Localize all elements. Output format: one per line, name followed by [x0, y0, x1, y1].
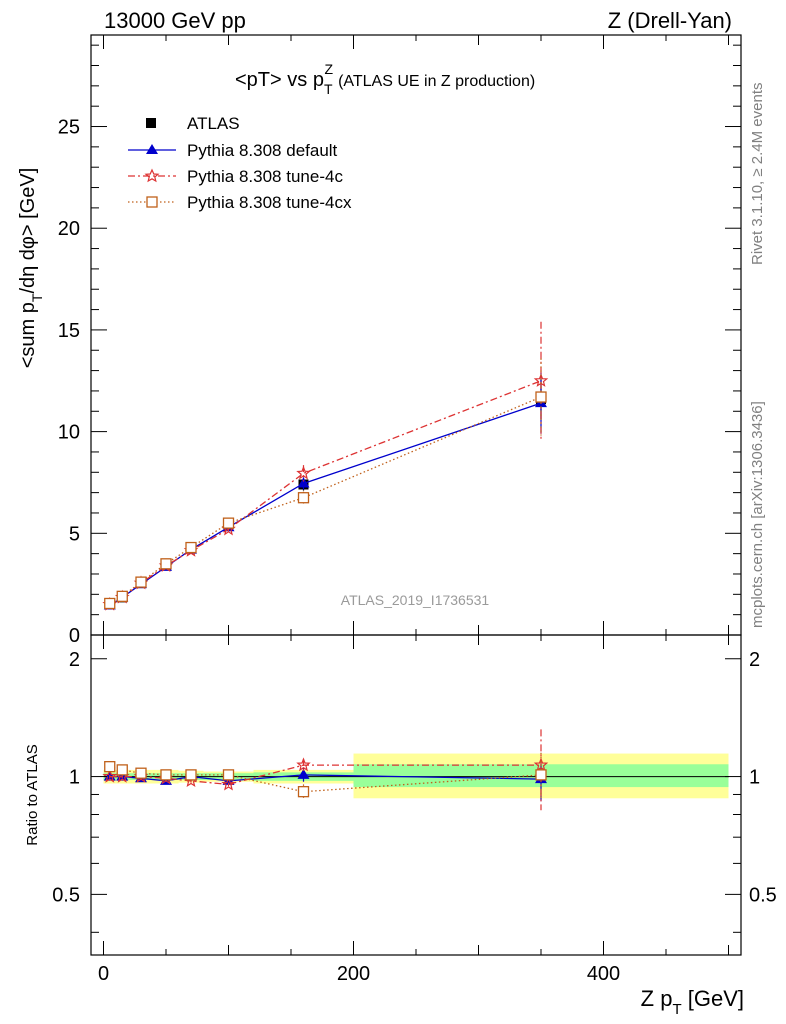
- rivet-label: Rivet 3.1.10, ≥ 2.4M events: [749, 83, 766, 266]
- header-right: Z (Drell-Yan): [608, 8, 732, 33]
- legend-label-tune4c: Pythia 8.308 tune-4c: [187, 167, 343, 186]
- x-tick-label: 400: [587, 963, 620, 985]
- main-y-label-c: /dη dφ> [GeV]: [17, 168, 39, 294]
- ratio-point-tune4cx: [160, 769, 172, 781]
- ratio-y-tick-label-right: 1: [749, 767, 760, 789]
- title-main: <pT> vs p: [235, 69, 324, 91]
- main-y-tick-label: 15: [58, 320, 80, 342]
- legend-marker-atlas: [146, 118, 156, 128]
- main-point-tune4cx: [222, 517, 235, 529]
- ratio-point-tune4cx: [135, 767, 147, 779]
- main-point-tune4cx: [104, 597, 116, 610]
- legend-label-tune4cx: Pythia 8.308 tune-4cx: [187, 193, 352, 212]
- x-axis-label: Z pT [GeV]: [641, 986, 744, 1018]
- ratio-point-tune4cx: [185, 769, 197, 781]
- ratio-y-tick-label-right: 2: [749, 649, 760, 671]
- title-subscript: T: [324, 81, 333, 97]
- x-label-a: Z p: [641, 986, 673, 1011]
- main-y-ticks: 0 5 10 15 20 25: [58, 35, 741, 647]
- ratio-point-tune4cx: [116, 764, 128, 776]
- main-point-tune4cx: [297, 492, 310, 504]
- main-point-tune4c: [296, 465, 311, 480]
- main-y-tick-label: 20: [58, 218, 80, 240]
- main-point-tune4cx: [185, 541, 197, 554]
- main-y-tick-label: 0: [69, 625, 80, 647]
- legend-marker-tune4c: [144, 168, 160, 183]
- ratio-ticks: 0.5 0.5 1 1 2 2 0 200 400: [52, 635, 777, 985]
- header-left: 13000 GeV pp: [104, 8, 246, 33]
- main-y-label-a: <sum p: [17, 302, 39, 368]
- x-label-b: T: [672, 1001, 681, 1018]
- main-y-tick-label: 10: [58, 422, 80, 444]
- main-y-axis-label: <sum pT/dη dφ> [GeV]: [17, 168, 45, 369]
- legend: ATLAS Pythia 8.308 default Pythia 8.308 …: [128, 114, 352, 212]
- main-line-default: [109, 402, 542, 607]
- ratio-point-default: [297, 768, 310, 779]
- title-extra: (ATLAS UE in Z production): [338, 73, 535, 90]
- legend-label-default: Pythia 8.308 default: [187, 141, 338, 160]
- ratio-point-tune4cx: [535, 769, 547, 781]
- mcplots-label: mcplots.cern.ch [arXiv:1306.3436]: [749, 401, 766, 628]
- ratio-point-tune4cx: [222, 769, 235, 781]
- main-line-tune4c: [109, 380, 542, 606]
- main-point-tune4cx: [135, 576, 147, 588]
- legend-label-atlas: ATLAS: [187, 114, 240, 133]
- ratio-y-tick-label-left: 2: [69, 649, 80, 671]
- legend-marker-tune4cx: [146, 196, 158, 208]
- ratio-point-tune4c: [221, 776, 236, 791]
- ratio-uncertainty-bands: [103, 753, 729, 799]
- x-tick-label: 0: [98, 963, 109, 985]
- ratio-point-tune4c: [533, 757, 549, 772]
- main-series: [102, 321, 549, 611]
- ratio-point-tune4c: [296, 757, 311, 772]
- ratio-y-tick-label-left: 1: [69, 767, 80, 789]
- ratio-panel: 0.5 0.5 1 1 2 2 0 200 400 Ratio to ATLAS Z pT [G…: [24, 634, 777, 1018]
- ratio-series: [102, 729, 549, 811]
- main-line-tune4cx: [109, 396, 542, 605]
- x-label-c: [GeV]: [682, 986, 744, 1011]
- ratio-y-axis-label: Ratio to ATLAS: [24, 744, 41, 845]
- analysis-id-label: ATLAS_2019_I1736531: [341, 592, 490, 608]
- ratio-y-tick-label-right: 0.5: [749, 884, 777, 906]
- ratio-point-tune4cx: [297, 786, 310, 798]
- main-point-tune4cx: [116, 590, 128, 603]
- main-point-default: [297, 477, 310, 488]
- x-tick-label: 200: [337, 963, 370, 985]
- plot-title: <pT> vs pTZ(ATLAS UE in Z production): [235, 61, 535, 97]
- main-y-tick-label: 25: [58, 117, 80, 139]
- ratio-point-tune4c: [102, 768, 118, 783]
- main-y-label-b: T: [29, 293, 45, 302]
- ratio-y-tick-label-left: 0.5: [52, 884, 80, 906]
- ratio-point-tune4cx: [104, 761, 116, 773]
- main-y-tick-label: 5: [69, 523, 80, 545]
- main-point-tune4cx: [160, 558, 172, 570]
- title-superscript: Z: [325, 61, 334, 77]
- main-point-tune4cx: [535, 391, 547, 403]
- legend-marker-default: [146, 144, 158, 154]
